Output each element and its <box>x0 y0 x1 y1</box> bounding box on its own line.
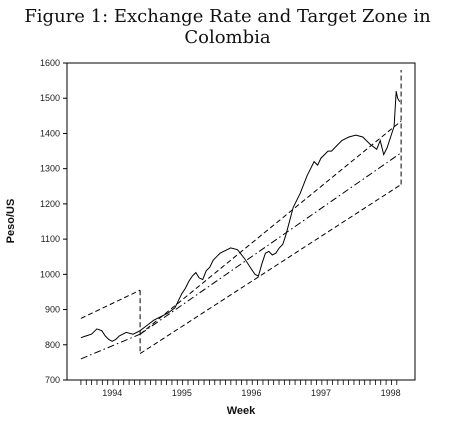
dashdot-band-line <box>139 152 402 335</box>
y-tick-label: 1400 <box>40 128 60 138</box>
y-tick-label: 1500 <box>40 93 60 103</box>
plot-frame <box>66 62 416 381</box>
y-tick-label: 1200 <box>40 199 60 209</box>
dashdot-band-line <box>80 333 141 360</box>
x-tick-label: 1995 <box>172 388 192 398</box>
y-tick-label: 800 <box>45 340 60 350</box>
plot-lines <box>80 70 402 360</box>
x-tick-label: 1996 <box>241 388 261 398</box>
y-tick-label: 1100 <box>41 234 60 244</box>
y-axis: 700 800 900 1000 1100 1200 1300 1400 1500 1600 <box>40 58 67 385</box>
figure-title: Figure 1: Exchange Rate and Target Zone … <box>24 6 431 48</box>
x-tick-label: 1997 <box>311 388 331 398</box>
exchange-rate-line <box>80 91 401 342</box>
y-axis-title: Peso/US <box>5 199 17 244</box>
y-tick-label: 1000 <box>40 269 60 279</box>
x-tick-label: 1998 <box>381 388 401 398</box>
dashed-band-line <box>139 184 402 355</box>
x-axis: 1994 1995 1996 1997 1998 <box>80 380 401 398</box>
y-tick-label: 1300 <box>40 164 60 174</box>
y-tick-label: 700 <box>45 375 60 385</box>
x-tick-label: 1994 <box>102 388 122 398</box>
dashed-band-line <box>80 289 141 319</box>
y-tick-label: 1600 <box>40 58 60 68</box>
y-tick-label: 900 <box>45 305 60 315</box>
dashed-band-line <box>139 120 402 335</box>
x-axis-title: Week <box>227 405 256 417</box>
